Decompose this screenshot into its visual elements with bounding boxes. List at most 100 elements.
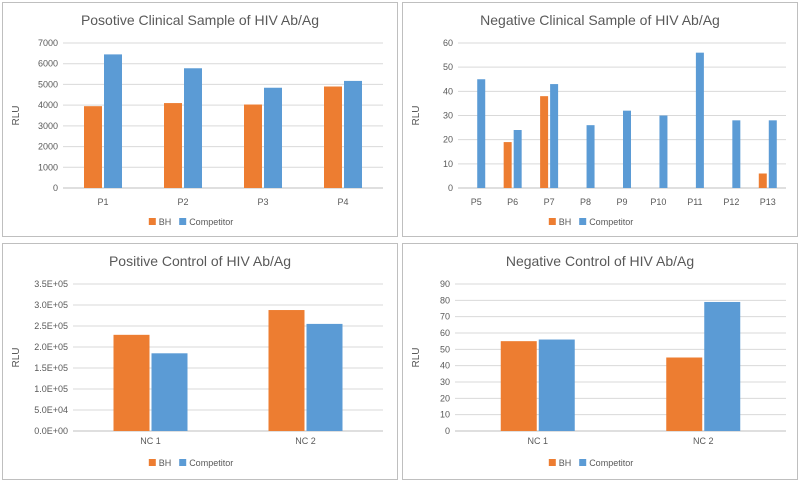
y-tick-label: 20 <box>440 393 450 403</box>
bar-competitor-p1 <box>104 54 122 189</box>
y-tick-label: 80 <box>440 295 450 305</box>
bar-competitor-p10 <box>659 115 668 188</box>
y-tick-label: 60 <box>440 328 450 338</box>
bar-bh-p2 <box>164 103 182 188</box>
y-tick-label: 2.0E+05 <box>34 342 68 352</box>
x-tick-label: P7 <box>544 197 555 207</box>
bar-competitor-nc2 <box>306 323 343 431</box>
bar-bh-p7 <box>540 96 549 188</box>
y-tick-label: 0 <box>53 183 58 193</box>
chart-panel-negative-control: Negative Control of HIV Ab/Ag 0 10 20 30 40 50… <box>402 243 798 480</box>
y-axis-label: RLU <box>411 105 422 125</box>
legend-swatch-bh <box>148 218 156 225</box>
x-tick-label: P3 <box>257 197 268 207</box>
bar-bh-p1 <box>84 106 102 188</box>
chart-title: Positive Control of HIV Ab/Ag <box>109 253 291 269</box>
bar-bh-nc2 <box>666 357 703 431</box>
chart-svg: Negative Control of HIV Ab/Ag 0 10 20 30 40 50… <box>411 253 786 468</box>
legend-swatch-competitor <box>179 459 187 466</box>
y-tick-label: 5000 <box>38 79 58 89</box>
bar-competitor-nc1 <box>151 353 188 431</box>
legend-swatch-bh <box>548 218 556 225</box>
chart-title: Negative Control of HIV Ab/Ag <box>506 253 694 269</box>
x-tick-label: P2 <box>177 197 188 207</box>
x-tick-label: NC 1 <box>140 436 161 446</box>
y-tick-label: 6000 <box>38 59 58 69</box>
bar-bh-nc2 <box>268 310 305 431</box>
x-tick-label: P5 <box>471 197 482 207</box>
legend-swatch-bh <box>548 459 556 466</box>
chart-svg: Posotive Clinical Sample of HIV Ab/Ag 0 10… <box>11 12 383 227</box>
y-tick-label: 90 <box>440 279 450 289</box>
bar-competitor-p12 <box>732 120 741 188</box>
x-tick-label: P8 <box>580 197 591 207</box>
y-tick-label: 3000 <box>38 121 58 131</box>
bar-competitor-p5 <box>477 79 486 188</box>
y-tick-label: 10 <box>443 159 453 169</box>
legend-label-competitor: Competitor <box>189 217 233 227</box>
x-tick-label: P11 <box>687 197 702 207</box>
y-tick-label: 50 <box>440 344 450 354</box>
bar-competitor-p13 <box>768 120 777 188</box>
bar-competitor-nc1 <box>538 339 575 431</box>
legend-label-competitor: Competitor <box>189 458 233 468</box>
legend-swatch-competitor <box>579 218 587 225</box>
chart-panel-negative-clinical: Negative Clinical Sample of HIV Ab/Ag 0 10… <box>402 2 798 237</box>
y-tick-label: 1.5E+05 <box>34 363 68 373</box>
chart-panel-positive-control: Positive Control of HIV Ab/Ag 0.0E+00 5.0E… <box>2 243 398 480</box>
y-tick-label: 0.0E+00 <box>34 426 68 436</box>
y-tick-label: 1.0E+05 <box>34 384 68 394</box>
bar-bh-nc1 <box>113 334 150 431</box>
chart-title: Negative Clinical Sample of HIV Ab/Ag <box>480 12 720 28</box>
y-tick-label: 4000 <box>38 100 58 110</box>
bar-competitor-p2 <box>184 68 202 188</box>
y-axis-label: RLU <box>411 347 422 367</box>
bar-bh-p13 <box>758 173 767 188</box>
y-tick-label: 30 <box>440 377 450 387</box>
legend-swatch-bh <box>148 459 156 466</box>
bar-competitor-nc2 <box>704 301 741 431</box>
y-tick-label: 40 <box>443 86 453 96</box>
bar-bh-p3 <box>244 104 262 188</box>
y-tick-label: 20 <box>443 135 453 145</box>
bar-competitor-p4 <box>344 80 362 188</box>
bar-bh-p6 <box>503 142 512 188</box>
x-tick-label: P12 <box>723 197 739 207</box>
chart-title: Posotive Clinical Sample of HIV Ab/Ag <box>81 12 319 28</box>
x-tick-label: NC 2 <box>295 436 316 446</box>
y-tick-label: 5.0E+04 <box>34 405 68 415</box>
y-tick-label: 40 <box>440 361 450 371</box>
x-tick-label: P4 <box>337 197 348 207</box>
bar-competitor-p7 <box>550 84 559 188</box>
legend-swatch-competitor <box>179 218 187 225</box>
y-tick-label: 0 <box>445 426 450 436</box>
x-tick-label: P13 <box>760 197 776 207</box>
legend-swatch-competitor <box>579 459 587 466</box>
bar-bh-p4 <box>324 86 342 188</box>
y-tick-label: 2000 <box>38 142 58 152</box>
y-tick-label: 70 <box>440 312 450 322</box>
bar-competitor-p3 <box>264 87 282 188</box>
y-tick-label: 3.0E+05 <box>34 300 68 310</box>
legend-label-competitor: Competitor <box>589 217 633 227</box>
legend-label-bh: BH <box>159 458 172 468</box>
y-tick-label: 60 <box>443 38 453 48</box>
x-tick-label: NC 2 <box>693 436 714 446</box>
x-tick-label: P10 <box>650 197 666 207</box>
chart-svg: Negative Clinical Sample of HIV Ab/Ag 0 10… <box>411 12 786 227</box>
bar-competitor-p11 <box>695 52 704 188</box>
y-tick-label: 50 <box>443 62 453 72</box>
x-tick-label: P6 <box>507 197 518 207</box>
legend-label-competitor: Competitor <box>589 458 633 468</box>
y-tick-label: 3.5E+05 <box>34 279 68 289</box>
legend-label-bh: BH <box>559 217 572 227</box>
y-tick-label: 30 <box>443 111 453 121</box>
y-axis-label: RLU <box>11 347 22 367</box>
y-axis-label: RLU <box>11 105 22 125</box>
y-tick-label: 0 <box>448 183 453 193</box>
legend-label-bh: BH <box>159 217 172 227</box>
bar-competitor-p9 <box>623 110 631 188</box>
bar-competitor-p6 <box>513 130 522 188</box>
y-tick-label: 2.5E+05 <box>34 321 68 331</box>
y-tick-label: 1000 <box>38 162 58 172</box>
